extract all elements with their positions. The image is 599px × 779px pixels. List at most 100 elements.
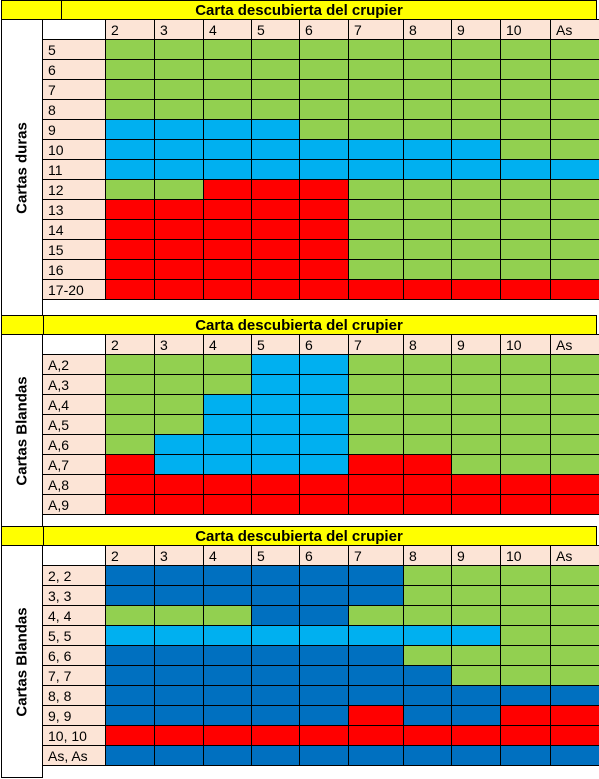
strategy-cell bbox=[550, 354, 599, 375]
table-row: A,9 bbox=[42, 494, 599, 515]
strategy-cell bbox=[105, 159, 155, 180]
strategy-cell bbox=[500, 59, 551, 80]
player-hand-label: 15 bbox=[42, 239, 106, 260]
strategy-cell bbox=[451, 645, 501, 666]
strategy-cell bbox=[299, 159, 349, 180]
strategy-cell bbox=[348, 99, 404, 120]
table-row: 6 bbox=[42, 59, 599, 80]
strategy-cell bbox=[251, 685, 300, 706]
strategy-cell bbox=[203, 474, 252, 495]
table-row: 3, 3 bbox=[42, 585, 599, 606]
strategy-cell bbox=[451, 259, 501, 280]
strategy-cell bbox=[451, 159, 501, 180]
strategy-cell bbox=[550, 59, 599, 80]
player-hand-label: 6, 6 bbox=[42, 645, 106, 666]
strategy-cell bbox=[251, 179, 300, 200]
strategy-cell bbox=[154, 394, 204, 415]
strategy-cell bbox=[403, 179, 452, 200]
strategy-cell bbox=[451, 605, 501, 626]
strategy-cell bbox=[105, 354, 155, 375]
strategy-cell bbox=[203, 179, 252, 200]
strategy-cell bbox=[451, 565, 501, 586]
dealer-card-header: As bbox=[550, 545, 599, 566]
strategy-cell bbox=[203, 585, 252, 606]
strategy-cell bbox=[403, 685, 452, 706]
strategy-cell bbox=[550, 394, 599, 415]
strategy-cell bbox=[154, 79, 204, 100]
side-label-text: Cartas duras bbox=[13, 121, 31, 214]
strategy-cell bbox=[251, 259, 300, 280]
strategy-cell bbox=[251, 139, 300, 160]
strategy-cell bbox=[403, 414, 452, 435]
player-hand-label: 4, 4 bbox=[42, 605, 106, 626]
dealer-card-header: 4 bbox=[203, 334, 252, 355]
strategy-cell bbox=[299, 79, 349, 100]
strategy-cell bbox=[348, 605, 404, 626]
strategy-cell bbox=[500, 685, 551, 706]
strategy-cell bbox=[251, 665, 300, 686]
strategy-cell bbox=[348, 685, 404, 706]
strategy-cell bbox=[403, 139, 452, 160]
strategy-cell bbox=[154, 199, 204, 220]
strategy-cell bbox=[105, 454, 155, 475]
strategy-cell bbox=[348, 705, 404, 726]
strategy-cell bbox=[299, 59, 349, 80]
strategy-cell bbox=[203, 645, 252, 666]
dealer-card-header: 8 bbox=[403, 545, 452, 566]
strategy-cell bbox=[154, 665, 204, 686]
strategy-cell bbox=[403, 705, 452, 726]
section-header-title: Carta descubierta del crupier bbox=[195, 317, 403, 334]
strategy-cell bbox=[500, 219, 551, 240]
strategy-cell bbox=[299, 605, 349, 626]
strategy-cell bbox=[251, 474, 300, 495]
strategy-cell bbox=[299, 414, 349, 435]
table-row: 14 bbox=[42, 219, 599, 240]
strategy-cell bbox=[550, 179, 599, 200]
player-hand-label: A,4 bbox=[42, 394, 106, 415]
player-hand-label: 10 bbox=[42, 139, 106, 160]
strategy-cell bbox=[348, 454, 404, 475]
strategy-cell bbox=[154, 179, 204, 200]
strategy-cell bbox=[348, 414, 404, 435]
strategy-cell bbox=[451, 39, 501, 60]
strategy-cell bbox=[403, 625, 452, 646]
table-row: 9, 9 bbox=[42, 705, 599, 726]
strategy-cell bbox=[451, 279, 501, 300]
strategy-cell bbox=[105, 434, 155, 455]
dealer-card-header: 7 bbox=[348, 334, 404, 355]
table-row: A,5 bbox=[42, 414, 599, 435]
dealer-card-header: 2 bbox=[105, 545, 155, 566]
table-row: 9 bbox=[42, 119, 599, 140]
strategy-cell bbox=[154, 159, 204, 180]
strategy-cell bbox=[251, 494, 300, 515]
strategy-cell bbox=[299, 239, 349, 260]
strategy-cell bbox=[251, 354, 300, 375]
strategy-cell bbox=[348, 179, 404, 200]
player-hand-label: 12 bbox=[42, 179, 106, 200]
strategy-cell bbox=[451, 79, 501, 100]
strategy-cell bbox=[500, 99, 551, 120]
strategy-cell bbox=[154, 99, 204, 120]
strategy-cell bbox=[154, 239, 204, 260]
strategy-cell bbox=[299, 565, 349, 586]
strategy-cell bbox=[348, 745, 404, 766]
strategy-cell bbox=[251, 79, 300, 100]
strategy-cell bbox=[251, 394, 300, 415]
strategy-cell bbox=[403, 725, 452, 746]
strategy-cell bbox=[451, 585, 501, 606]
strategy-cell bbox=[451, 394, 501, 415]
strategy-cell bbox=[251, 725, 300, 746]
strategy-cell bbox=[451, 99, 501, 120]
strategy-cell bbox=[451, 119, 501, 140]
strategy-cell bbox=[550, 605, 599, 626]
strategy-cell bbox=[203, 279, 252, 300]
dealer-card-header-row: 2 3 4 5 6 7 8 9 10 As bbox=[42, 19, 599, 40]
strategy-cell bbox=[203, 79, 252, 100]
strategy-cell bbox=[203, 454, 252, 475]
strategy-cell bbox=[403, 474, 452, 495]
strategy-cell bbox=[451, 494, 501, 515]
strategy-cell bbox=[403, 354, 452, 375]
strategy-cell bbox=[251, 119, 300, 140]
strategy-cell bbox=[203, 705, 252, 726]
player-hand-label: 5, 5 bbox=[42, 625, 106, 646]
